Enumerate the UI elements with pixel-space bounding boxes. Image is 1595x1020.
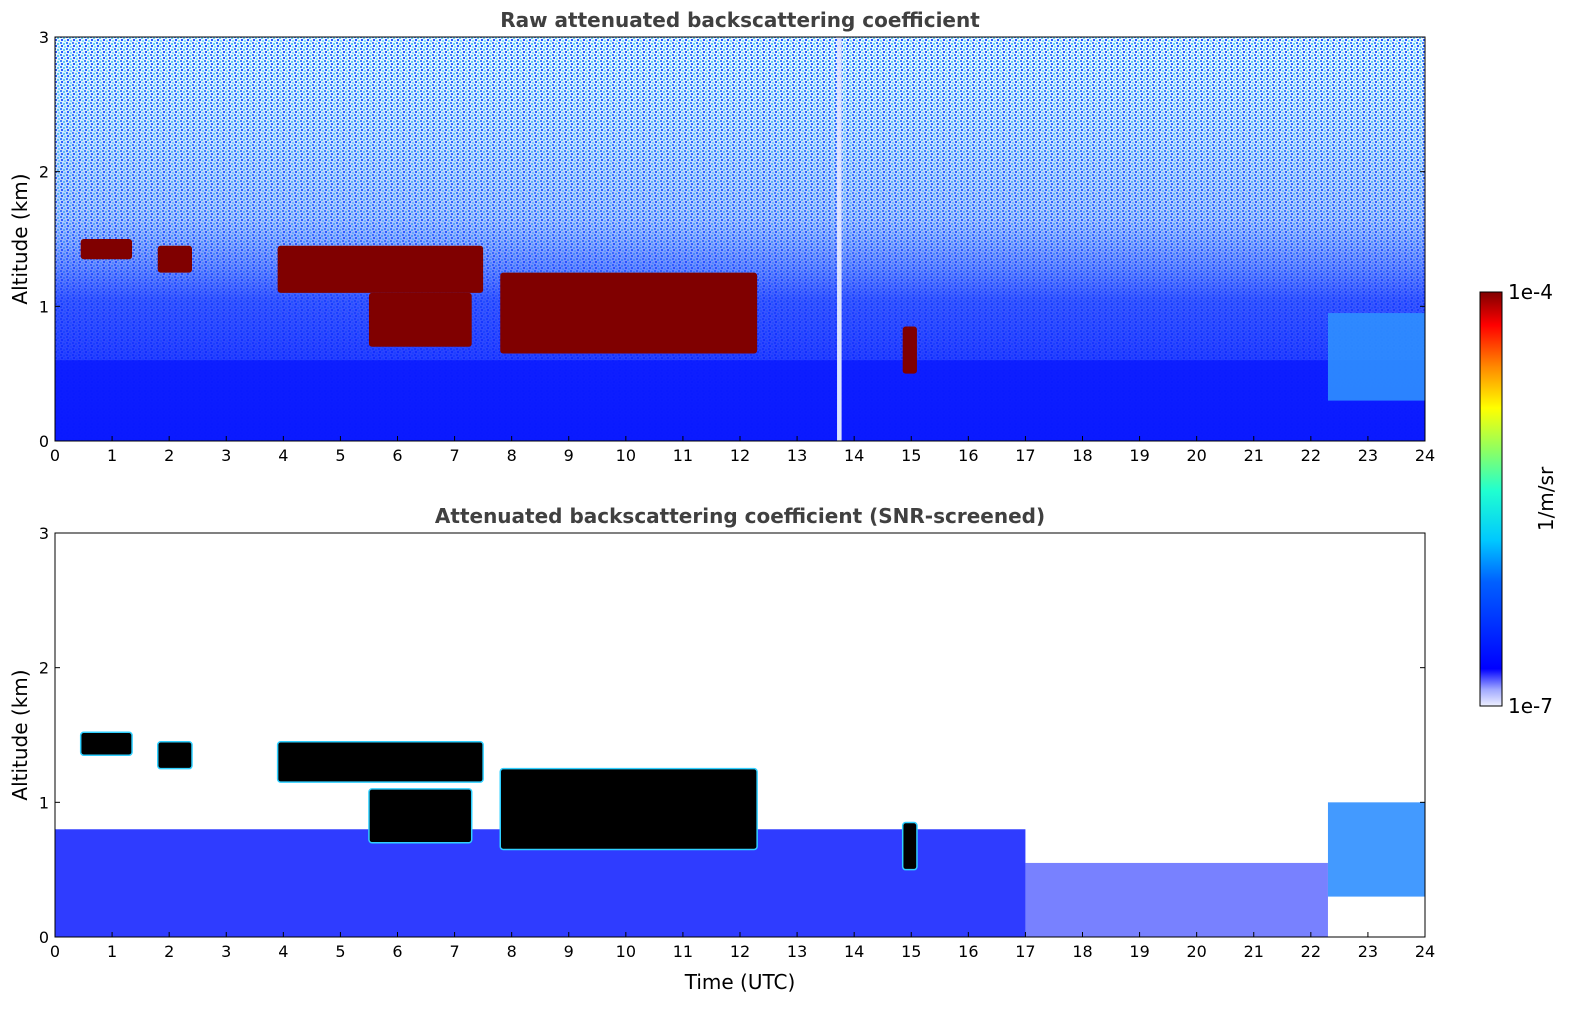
colorbar-min-label: 1e-7: [1508, 694, 1553, 718]
x-tick-label: 17: [1015, 446, 1035, 465]
cloud-edge: [276, 740, 484, 783]
x-tick-label: 8: [507, 942, 517, 961]
x-tick-label: 6: [392, 446, 402, 465]
x-tick-label: 15: [901, 446, 921, 465]
panel-title: Raw attenuated backscattering coefficien…: [500, 8, 980, 32]
x-tick-label: 23: [1358, 446, 1378, 465]
colorbar: 1e-4 1e-7 1/m/sr: [1479, 280, 1558, 718]
cloud-edge: [499, 767, 758, 851]
cloud-edge: [79, 731, 133, 756]
x-tick-label: 24: [1415, 446, 1435, 465]
x-tick-label: 9: [564, 446, 574, 465]
x-tick-label: 16: [958, 446, 978, 465]
y-axis-label: Altitude (km): [8, 173, 32, 304]
x-tick-label: 2: [164, 446, 174, 465]
x-tick-label: 3: [221, 942, 231, 961]
x-tick-label: 19: [1129, 446, 1149, 465]
x-tick-label: 14: [844, 942, 864, 961]
x-tick-label: 5: [335, 446, 345, 465]
x-tick-label: 0: [50, 942, 60, 961]
x-tick-label: 7: [449, 942, 459, 961]
x-tick-label: 21: [1244, 446, 1264, 465]
x-tick-label: 17: [1015, 942, 1035, 961]
cloud-region: [157, 741, 192, 769]
x-tick-label: 20: [1186, 942, 1206, 961]
cloud-region: [902, 822, 917, 870]
x-tick-label: 7: [449, 446, 459, 465]
x-tick-label: 8: [507, 446, 517, 465]
cloud-region: [500, 272, 758, 354]
x-tick-label: 19: [1129, 942, 1149, 961]
cloud-region: [277, 245, 484, 293]
y-tick-label: 0: [39, 928, 49, 947]
dense-aerosol-layer-region: [55, 360, 1425, 441]
x-tick-label: 6: [392, 942, 402, 961]
x-tick-label: 1: [107, 942, 117, 961]
colorbar-unit-label: 1/m/sr: [1534, 466, 1558, 531]
x-tick-label: 22: [1301, 446, 1321, 465]
x-tick-label: 11: [673, 446, 693, 465]
y-tick-label: 2: [39, 163, 49, 182]
x-tick-label: 1: [107, 446, 117, 465]
x-tick-label: 11: [673, 942, 693, 961]
x-tick-label: 12: [730, 942, 750, 961]
x-tick-label: 18: [1072, 942, 1092, 961]
x-tick-label: 20: [1186, 446, 1206, 465]
y-axis-label: Altitude (km): [8, 669, 32, 800]
cloud-region: [157, 245, 192, 273]
x-tick-label: 13: [787, 446, 807, 465]
x-tick-label: 24: [1415, 942, 1435, 961]
panel-title: Attenuated backscattering coefficient (S…: [435, 504, 1045, 528]
screened-boundary-layer-region: [1025, 862, 1328, 937]
colorbar-gradient: [1479, 291, 1503, 707]
x-tick-label: 9: [564, 942, 574, 961]
snr-screened-panel: Attenuated backscattering coefficient (S…: [8, 504, 1435, 994]
x-tick-label: 0: [50, 446, 60, 465]
y-tick-label: 1: [39, 793, 49, 812]
x-tick-label: 10: [616, 446, 636, 465]
x-tick-label: 16: [958, 942, 978, 961]
cloud-region: [80, 732, 133, 756]
x-tick-label: 2: [164, 942, 174, 961]
x-tick-label: 18: [1072, 446, 1092, 465]
aerosol-plume-region: [1327, 313, 1425, 401]
cloud-edge: [368, 788, 473, 844]
y-tick-label: 2: [39, 659, 49, 678]
x-tick-label: 13: [787, 942, 807, 961]
x-tick-label: 15: [901, 942, 921, 961]
cloud-edge: [157, 740, 193, 770]
x-tick-label: 4: [278, 446, 288, 465]
cloud-region: [902, 326, 917, 374]
colorbar-max-label: 1e-4: [1508, 280, 1553, 304]
cloud-region: [80, 239, 133, 260]
cloud-region: [368, 788, 472, 843]
x-tick-label: 4: [278, 942, 288, 961]
x-tick-label: 10: [616, 942, 636, 961]
x-tick-label: 12: [730, 446, 750, 465]
cloud-region: [368, 292, 472, 347]
y-tick-label: 3: [39, 28, 49, 47]
data-gap-region: [837, 37, 842, 441]
cloud-edge: [901, 821, 918, 871]
x-tick-label: 22: [1301, 942, 1321, 961]
cloud-region: [500, 768, 758, 850]
y-tick-label: 3: [39, 524, 49, 543]
x-tick-label: 14: [844, 446, 864, 465]
cloud-region: [277, 741, 484, 783]
x-tick-label: 23: [1358, 942, 1378, 961]
y-tick-label: 0: [39, 432, 49, 451]
x-tick-label: 21: [1244, 942, 1264, 961]
y-tick-label: 1: [39, 297, 49, 316]
x-axis-label: Time (UTC): [684, 970, 796, 994]
x-tick-label: 3: [221, 446, 231, 465]
raw-backscatter-panel: Raw attenuated backscattering coefficien…: [8, 8, 1435, 465]
x-tick-label: 5: [335, 942, 345, 961]
aerosol-plume-region: [1327, 802, 1425, 897]
